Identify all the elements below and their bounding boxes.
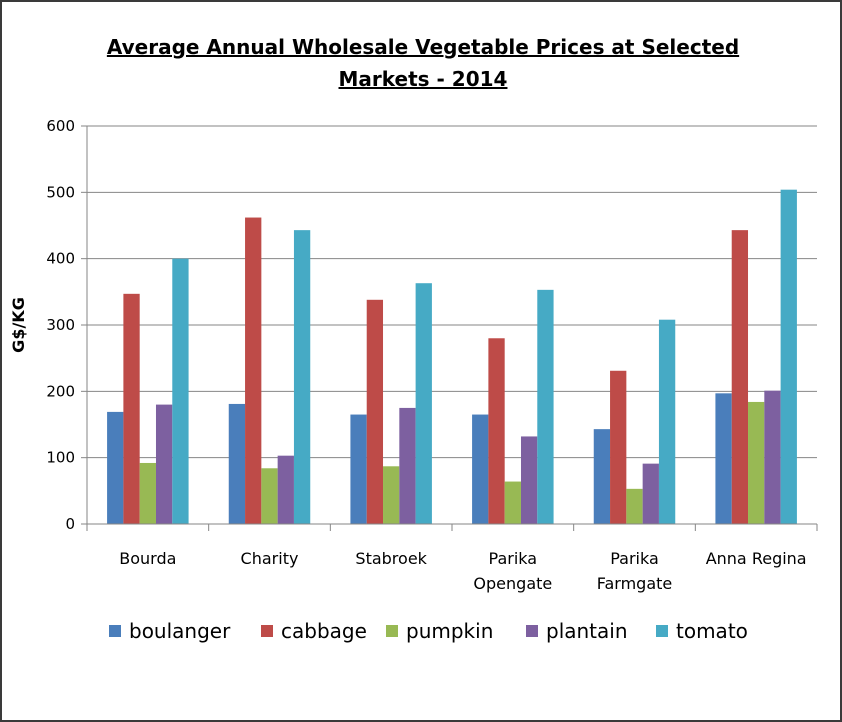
x-category-label: Opengate: [473, 574, 552, 593]
y-tick-label: 100: [46, 449, 75, 467]
y-tick-label: 300: [46, 316, 75, 334]
legend-label-plantain: plantain: [546, 619, 628, 643]
bar-boulanger: [472, 414, 489, 524]
x-category-label: Parika: [610, 549, 659, 568]
legend-swatch-cabbage: [261, 625, 273, 637]
x-category-label: Charity: [241, 549, 299, 568]
x-category-label: Farmgate: [597, 574, 673, 593]
y-tick-label: 600: [46, 117, 75, 135]
bar-plantain: [155, 404, 173, 524]
bar-tomato: [293, 230, 311, 525]
chart-title-line: Average Annual Wholesale Vegetable Price…: [107, 35, 739, 59]
bar-plantain: [642, 463, 659, 524]
bar-plantain: [764, 390, 781, 524]
bar-cabbage: [366, 299, 384, 524]
legend-label-pumpkin: pumpkin: [406, 619, 493, 643]
chart-title: Average Annual Wholesale Vegetable Price…: [107, 35, 739, 91]
bar-tomato: [780, 189, 797, 524]
bar-pumpkin: [504, 481, 521, 524]
y-tick-label: 200: [46, 382, 75, 400]
legend-swatch-plantain: [526, 625, 538, 637]
legend-label-cabbage: cabbage: [281, 619, 367, 643]
legend-label-boulanger: boulanger: [129, 619, 231, 643]
legend-swatch-boulanger: [109, 625, 121, 637]
bar-plantain: [277, 455, 294, 524]
y-tick-label: 500: [46, 183, 75, 201]
bar-plantain: [520, 436, 538, 524]
x-category-label: Parika: [489, 549, 538, 568]
y-tick-label: 400: [46, 250, 75, 268]
x-category-label: Bourda: [119, 549, 176, 568]
bar-pumpkin: [626, 488, 643, 524]
bars: [107, 189, 797, 525]
x-category-label: Stabroek: [355, 549, 427, 568]
y-axis-label: G$/KG: [9, 297, 28, 353]
bar-boulanger: [593, 429, 611, 524]
bar-pumpkin: [139, 462, 156, 524]
x-category-label: Anna Regina: [706, 549, 807, 568]
legend-label-tomato: tomato: [676, 619, 748, 643]
bar-tomato: [415, 283, 432, 524]
bar-boulanger: [350, 414, 367, 524]
bar-cabbage: [123, 293, 140, 524]
bar-cabbage: [245, 217, 262, 525]
chart-title-line: Markets - 2014: [339, 67, 508, 91]
legend-swatch-tomato: [656, 625, 668, 637]
bar-cabbage: [731, 230, 749, 525]
bar-boulanger: [715, 393, 732, 524]
bar-cabbage: [488, 338, 505, 524]
legend: boulanger cabbage pumpkin plantain tomato: [109, 619, 748, 643]
y-axis-ticks: 0 100 200 300 400 500 600: [46, 117, 87, 533]
bar-boulanger: [107, 411, 124, 524]
bar-tomato: [537, 289, 554, 524]
x-axis-categories: Bourda Charity Stabroek Parika Opengate Parik…: [86, 524, 818, 593]
bar-tomato: [658, 319, 676, 524]
bar-cabbage: [610, 370, 627, 524]
bar-plantain: [399, 407, 416, 524]
bar-pumpkin: [383, 466, 400, 524]
bar-pumpkin: [261, 468, 278, 524]
bar-boulanger: [228, 403, 246, 524]
gridlines: [87, 125, 817, 459]
legend-swatch-pumpkin: [386, 625, 398, 637]
y-tick-label: 0: [65, 515, 75, 533]
bar-pumpkin: [748, 401, 765, 524]
bar-tomato: [172, 258, 189, 524]
